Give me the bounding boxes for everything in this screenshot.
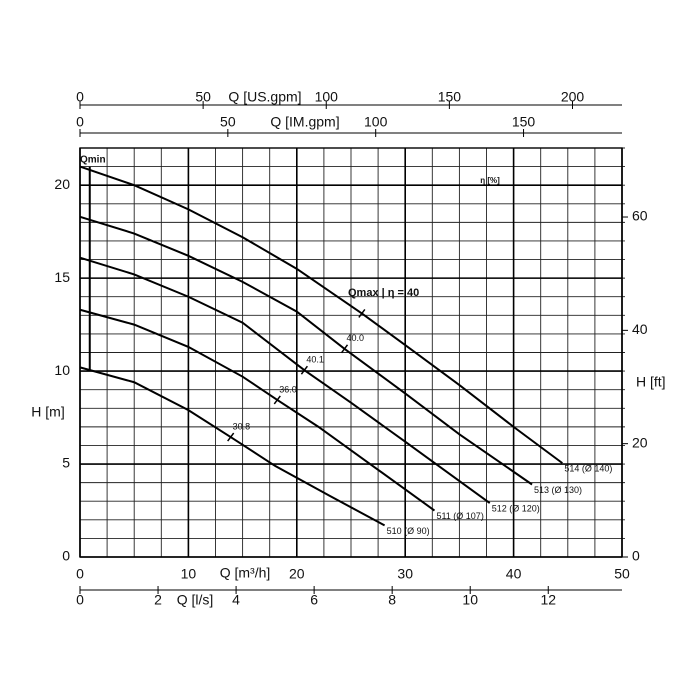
x-tick-label: 30 (397, 566, 413, 582)
curve-label: 512 (Ø 120) (492, 503, 540, 513)
y-tick-label: 0 (62, 548, 70, 564)
x-tick-label: 6 (310, 592, 318, 608)
plot-frame (79, 147, 623, 558)
efficiency-label: 36.0 (279, 384, 297, 394)
efficiency-label: 40.1 (306, 355, 324, 365)
y-tick-label: 15 (54, 269, 70, 285)
x-tick-label: 0 (76, 114, 84, 130)
efficiency-marker (273, 395, 281, 405)
qmin-label: Qmin (80, 155, 106, 166)
y2-tick-label: 20 (632, 434, 648, 450)
efficiency-label: 30.8 (233, 421, 251, 431)
y2-axis-title: H [ft] (636, 374, 666, 390)
curve-label: 511 (Ø 107) (436, 511, 483, 521)
x-tick-label: 50 (220, 114, 236, 130)
x-tick-label: 100 (364, 114, 388, 130)
x-tick-label: 150 (512, 114, 536, 130)
curve-label: 510 (Ø 90) (387, 526, 430, 536)
pump-curve (79, 308, 436, 512)
x-tick-label: 12 (540, 592, 556, 608)
x-tick-label: 2 (154, 592, 162, 608)
qmax-label: Qmax | η = 40 (348, 287, 419, 299)
x-tick-label: 20 (289, 566, 305, 582)
x-tick-label: 4 (232, 592, 240, 608)
efficiency-marker (340, 344, 349, 354)
x-axis-title: Q [IM.gpm] (270, 114, 339, 130)
x-tick-label: 8 (388, 592, 396, 608)
y-tick-label: 20 (54, 176, 70, 192)
x-axis-title: Q [US.gpm] (228, 89, 301, 105)
x-tick-label: 40 (506, 566, 522, 582)
pump-curve (79, 165, 563, 464)
pump-curve (79, 215, 533, 486)
y2-tick-label: 60 (632, 208, 648, 224)
curve-label: 514 (Ø 140) (564, 463, 612, 473)
x-tick-label: 0 (76, 566, 84, 582)
x-tick-label: 50 (614, 566, 630, 582)
x-tick-label: 50 (195, 89, 211, 105)
efficiency-marker (300, 365, 308, 375)
x-tick-label: 150 (438, 89, 462, 105)
x-tick-label: 10 (181, 566, 197, 582)
x-axis-title: Q [l/s] (177, 592, 214, 608)
x-tick-label: 200 (561, 89, 585, 105)
y-axis-title: H [m] (31, 404, 64, 420)
curve-label: 513 (Ø 130) (534, 485, 582, 495)
x-tick-label: 100 (315, 89, 339, 105)
y-tick-label: 10 (54, 362, 70, 378)
x-tick-label: 0 (76, 89, 84, 105)
y2-tick-label: 40 (632, 321, 648, 337)
qmax-marker (358, 309, 366, 318)
pump-curve (79, 366, 386, 527)
y2-tick-label: 0 (632, 548, 640, 564)
x-tick-label: 0 (76, 592, 84, 608)
x-tick-label: 10 (462, 592, 478, 608)
efficiency-unit: η [%] (480, 176, 500, 185)
y-tick-label: 5 (62, 455, 70, 471)
x-axis-title: Q [m³/h] (220, 565, 271, 581)
pump-curve (79, 256, 491, 504)
efficiency-label: 40.0 (346, 333, 364, 343)
efficiency-marker (227, 432, 235, 442)
